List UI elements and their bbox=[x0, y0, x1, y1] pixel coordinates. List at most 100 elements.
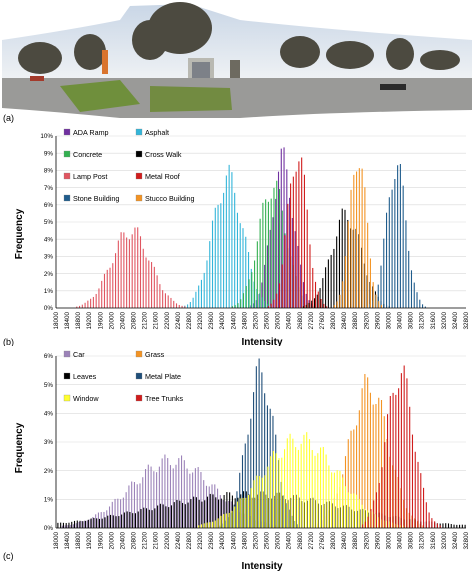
legend-item: Stucco Building bbox=[135, 194, 195, 203]
legend-label: Grass bbox=[145, 350, 165, 359]
x-tick-label: 25600 bbox=[264, 312, 271, 330]
x-tick-label: 21200 bbox=[142, 312, 149, 330]
x-tick-label: 31200 bbox=[419, 312, 426, 330]
x-tick-label: 24400 bbox=[230, 312, 237, 330]
x-tick-label: 24400 bbox=[230, 532, 237, 550]
legend-label: Concrete bbox=[73, 150, 102, 159]
x-tick-label: 18800 bbox=[75, 312, 82, 330]
x-tick-label: 22400 bbox=[175, 312, 182, 330]
x-tick-label: 22800 bbox=[186, 312, 193, 330]
x-tick-label: 32800 bbox=[463, 312, 470, 330]
x-tick-label: 32800 bbox=[463, 532, 470, 550]
x-tick-label: 30800 bbox=[408, 532, 415, 550]
legend-item: Asphalt bbox=[135, 128, 169, 137]
x-tick-label: 32000 bbox=[441, 312, 448, 330]
x-tick-label: 23200 bbox=[197, 532, 204, 550]
legend-label: Asphalt bbox=[145, 128, 169, 137]
x-tick-label: 28000 bbox=[330, 312, 337, 330]
x-axis-title: Intensity bbox=[241, 337, 283, 346]
legend-label: Cross Walk bbox=[145, 150, 182, 159]
y-tick-label: 6% bbox=[44, 202, 54, 209]
panorama-trees bbox=[18, 2, 460, 74]
x-tick-label: 23600 bbox=[208, 312, 215, 330]
legend-swatch bbox=[135, 150, 143, 158]
y-tick-label: 1% bbox=[44, 497, 54, 504]
series-lamp-post bbox=[76, 227, 186, 308]
x-tick-label: 23600 bbox=[208, 532, 215, 550]
x-tick-label: 24800 bbox=[241, 312, 248, 330]
x-tick-label: 24000 bbox=[219, 312, 226, 330]
legend-label: Lamp Post bbox=[73, 172, 107, 181]
legend-swatch bbox=[135, 172, 143, 180]
x-tick-label: 32400 bbox=[452, 312, 459, 330]
series-window bbox=[198, 432, 405, 528]
x-tick-label: 31600 bbox=[430, 532, 437, 550]
x-tick-label: 27200 bbox=[308, 312, 315, 330]
legend-item: Tree Trunks bbox=[135, 394, 183, 403]
x-tick-label: 20000 bbox=[108, 312, 115, 330]
legend-item: Lamp Post bbox=[63, 172, 107, 181]
x-tick-label: 29200 bbox=[363, 532, 370, 550]
x-tick-label: 28400 bbox=[341, 532, 348, 550]
x-tick-label: 24000 bbox=[219, 532, 226, 550]
panel-label-b: (b) bbox=[3, 337, 14, 346]
legend-item: Leaves bbox=[63, 372, 97, 381]
x-tick-label: 24800 bbox=[241, 532, 248, 550]
legend-swatch bbox=[135, 394, 143, 402]
x-tick-label: 22000 bbox=[164, 532, 171, 550]
legend-swatch bbox=[63, 372, 71, 380]
legend-swatch bbox=[135, 194, 143, 202]
y-tick-label: 2% bbox=[44, 271, 54, 278]
x-tick-label: 26800 bbox=[297, 312, 304, 330]
x-tick-label: 32000 bbox=[441, 532, 448, 550]
x-tick-label: 31600 bbox=[430, 312, 437, 330]
x-tick-label: 26000 bbox=[275, 532, 282, 550]
x-tick-label: 21600 bbox=[153, 312, 160, 330]
legend-item: Cross Walk bbox=[135, 150, 182, 159]
y-tick-label: 5% bbox=[44, 382, 54, 389]
x-tick-label: 26000 bbox=[275, 312, 282, 330]
y-tick-label: 3% bbox=[44, 439, 54, 446]
y-tick-label: 7% bbox=[44, 185, 54, 192]
x-tick-label: 26800 bbox=[297, 532, 304, 550]
legend-swatch bbox=[63, 350, 71, 358]
series-car bbox=[61, 454, 280, 528]
series-stucco-building bbox=[333, 168, 383, 308]
x-tick-label: 18000 bbox=[53, 532, 60, 550]
x-tick-label: 26400 bbox=[286, 312, 293, 330]
x-tick-label: 19200 bbox=[86, 312, 93, 330]
series-stone-building bbox=[366, 164, 426, 308]
x-tick-label: 20400 bbox=[119, 312, 126, 330]
x-tick-label: 30000 bbox=[385, 532, 392, 550]
x-tick-label: 18800 bbox=[75, 532, 82, 550]
x-tick-label: 19600 bbox=[97, 312, 104, 330]
y-axis-title: Frequency bbox=[14, 422, 25, 473]
legend-label: Metal Roof bbox=[145, 172, 180, 181]
x-tick-label: 28800 bbox=[352, 312, 359, 330]
legend-label: Metal Plate bbox=[145, 372, 181, 381]
x-tick-label: 18400 bbox=[64, 532, 71, 550]
legend-item: Concrete bbox=[63, 150, 102, 159]
x-tick-label: 29600 bbox=[374, 532, 381, 550]
legend-label: Leaves bbox=[73, 372, 97, 381]
series-metal-roof bbox=[267, 157, 328, 308]
x-tick-label: 28800 bbox=[352, 532, 359, 550]
x-tick-label: 31200 bbox=[419, 532, 426, 550]
panorama-photo: (a) bbox=[2, 2, 472, 123]
legend-item: Car bbox=[63, 350, 85, 359]
legend-swatch bbox=[63, 172, 71, 180]
legend-item: Window bbox=[63, 394, 99, 403]
x-tick-label: 22400 bbox=[175, 532, 182, 550]
legend-label: ADA Ramp bbox=[73, 128, 109, 137]
x-tick-label: 25200 bbox=[252, 312, 259, 330]
chart-panel-b: Frequency Intensity (b) 0% 1% 2% 3% 4% 5% 6% 7%… bbox=[3, 128, 470, 346]
x-tick-label: 27200 bbox=[308, 532, 315, 550]
legend-item: Metal Plate bbox=[135, 372, 181, 381]
y-tick-label: 6% bbox=[44, 353, 54, 360]
y-axis-title: Frequency bbox=[14, 208, 25, 259]
x-tick-label: 20800 bbox=[131, 312, 138, 330]
legend-item: Metal Roof bbox=[135, 172, 180, 181]
x-tick-label: 25600 bbox=[264, 532, 271, 550]
legend-swatch bbox=[135, 128, 143, 136]
legend-label: Stone Building bbox=[73, 194, 119, 203]
